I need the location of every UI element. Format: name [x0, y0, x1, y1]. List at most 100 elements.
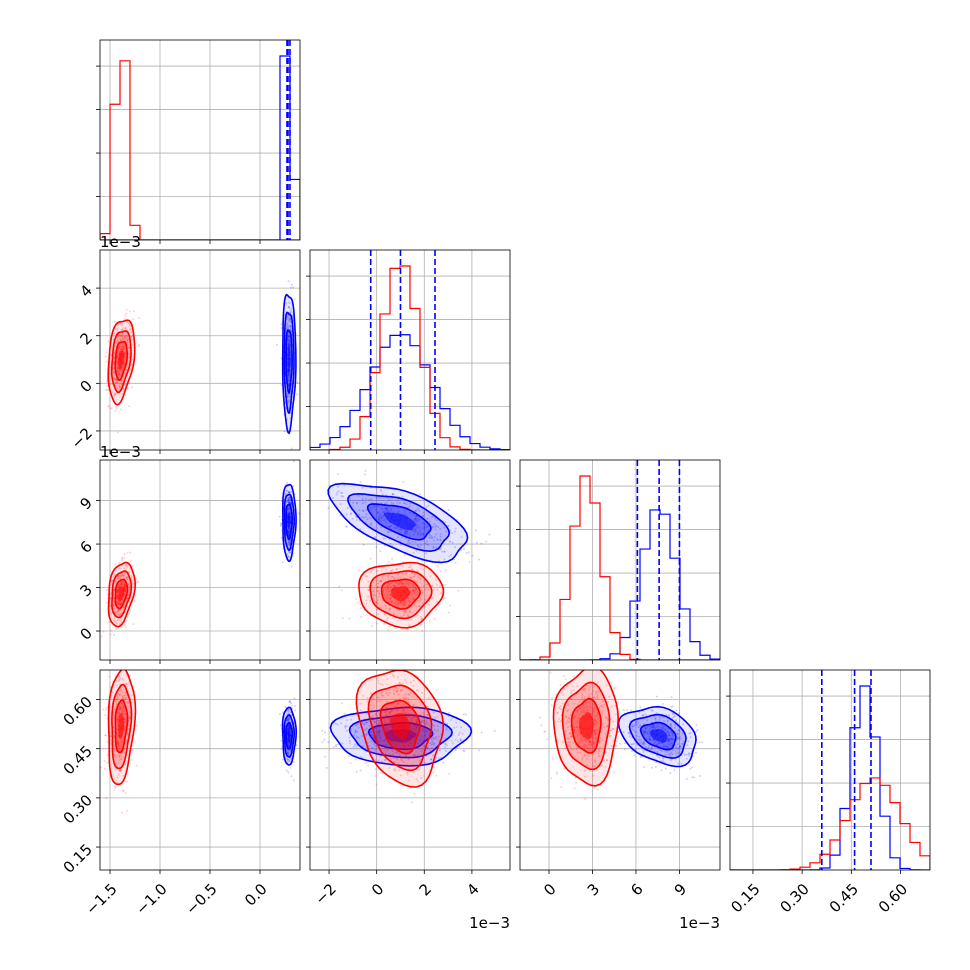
scatter-point-red [403, 740, 406, 743]
panel-content [100, 40, 300, 240]
scatter-point-blue [418, 739, 421, 742]
scatter-point-blue [364, 501, 367, 504]
scatter-point-blue [343, 484, 346, 487]
scatter-point-blue [279, 724, 282, 727]
scatter-point-blue [673, 769, 676, 772]
scatter-point-blue [369, 523, 372, 526]
scatter-point-blue [361, 502, 364, 505]
scatter-point-blue [391, 492, 394, 495]
scatter-point-red [116, 589, 119, 592]
scatter-point-red [389, 586, 392, 589]
scatter-point-red [121, 334, 124, 337]
scatter-point-blue [395, 527, 398, 530]
scatter-point-blue [394, 742, 397, 745]
scatter-point-blue [662, 725, 665, 728]
panel-content [100, 670, 300, 870]
scatter-point-red [411, 719, 414, 722]
scatter-point-red [415, 588, 418, 591]
scatter-point-red [124, 587, 127, 590]
scatter-point-red [123, 694, 126, 697]
scatter-point-red [418, 604, 421, 607]
scatter-point-blue [668, 731, 671, 734]
scatter-point-blue [662, 726, 665, 729]
scatter-point-red [372, 734, 375, 737]
scatter-point-blue [384, 728, 387, 731]
scatter-point-blue [471, 554, 474, 557]
scatter-point-blue [288, 543, 291, 546]
scatter-point-red [411, 740, 414, 743]
contour-red [110, 330, 132, 394]
scatter-point-red [127, 702, 130, 705]
scatter-point-red [125, 566, 128, 569]
scatter-point-red [127, 595, 130, 598]
scatter-point-blue [420, 544, 423, 547]
scatter-point-red [114, 392, 117, 395]
scatter-point-red [406, 628, 409, 631]
scatter-point-blue [664, 728, 667, 731]
scatter-point-blue [346, 507, 349, 510]
scatter-point-blue [652, 725, 655, 728]
scatter-point-red [411, 704, 414, 707]
scatter-point-red [124, 572, 127, 575]
scatter-point-red [435, 608, 438, 611]
scatter-point-red [124, 587, 127, 590]
scatter-point-red [419, 567, 422, 570]
scatter-point-red [113, 730, 116, 733]
scatter-point-blue [294, 709, 297, 712]
scatter-point-red [401, 759, 404, 762]
scatter-point-red [387, 583, 390, 586]
scatter-point-blue [288, 501, 291, 504]
scatter-point-red [104, 714, 107, 717]
scatter-point-blue [390, 740, 393, 743]
scatter-point-red [117, 680, 120, 683]
scatter-point-red [406, 614, 409, 617]
scatter-point-red [116, 578, 119, 581]
scatter-point-blue [633, 725, 636, 728]
scatter-point-blue [293, 705, 296, 708]
scatter-point-blue [288, 306, 291, 309]
scatter-point-red [430, 743, 433, 746]
scatter-point-blue [653, 726, 656, 729]
contour-red [380, 578, 421, 610]
scatter-point-red [594, 737, 597, 740]
scatter-point-blue [286, 712, 289, 715]
scatter-point-blue [379, 549, 382, 552]
scatter-point-red [596, 720, 599, 723]
density-level-blue [384, 512, 416, 531]
scatter-point-blue [650, 726, 653, 729]
scatter-point-red [423, 713, 426, 716]
scatter-point-blue [373, 743, 376, 746]
scatter-point-blue [631, 743, 634, 746]
scatter-point-blue [354, 758, 357, 761]
scatter-point-red [118, 586, 121, 589]
scatter-point-blue [280, 523, 283, 526]
scatter-point-red [378, 741, 381, 744]
scatter-point-red [418, 714, 421, 717]
scatter-point-red [129, 327, 132, 330]
scatter-point-red [416, 721, 419, 724]
scatter-point-blue [679, 745, 682, 748]
scatter-point-red [393, 675, 396, 678]
scatter-point-blue [348, 736, 351, 739]
scatter-point-red [384, 587, 387, 590]
scatter-point-blue [421, 729, 424, 732]
scatter-point-red [386, 590, 389, 593]
scatter-point-blue [385, 714, 388, 717]
scatter-point-red [384, 614, 387, 617]
scatter-point-red [126, 576, 129, 579]
scatter-point-blue [283, 430, 286, 433]
scatter-point-blue [382, 511, 385, 514]
scatter-point-red [437, 565, 440, 568]
scatter-point-blue [402, 708, 405, 711]
scatter-point-blue [288, 380, 291, 383]
scatter-point-blue [436, 729, 439, 732]
scatter-point-blue [669, 742, 672, 745]
scatter-point-red [120, 602, 123, 605]
scatter-point-red [383, 612, 386, 615]
scatter-point-red [409, 576, 412, 579]
scatter-point-red [377, 595, 380, 598]
scatter-point-red [124, 356, 127, 359]
scatter-point-red [118, 614, 121, 617]
scatter-point-blue [435, 735, 438, 738]
scatter-point-red [348, 617, 351, 620]
